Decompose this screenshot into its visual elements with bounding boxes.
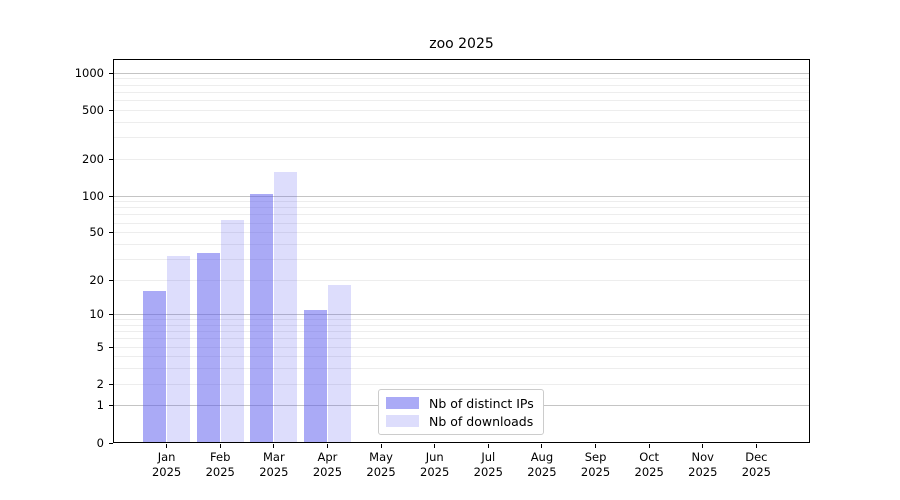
bar-downloads-mar [274,172,298,443]
gridline-major [113,72,810,74]
x-tick-label-mar: Mar 2025 [259,450,289,479]
y-tick-mark [109,346,113,348]
gridline-minor [113,338,810,340]
gridline-minor [113,232,810,234]
y-tick-mark [109,158,113,160]
x-tick-label-jun: Jun 2025 [420,450,450,479]
gridline-minor [113,356,810,358]
x-tick-label-jul: Jul 2025 [473,450,503,479]
gridline-minor [113,258,810,260]
bar-distinct-ips-feb [196,252,220,443]
x-tick-label-apr: Apr 2025 [312,450,343,479]
x-tick-mark [380,444,382,448]
x-tick-mark [219,444,221,448]
gridline-minor [113,368,810,370]
gridline-minor [113,109,810,111]
y-tick-label: 500 [82,102,104,117]
gridline-minor [113,331,810,333]
x-tick-mark [702,444,704,448]
legend-entry-downloads: Nb of downloads [386,413,534,429]
gridline-minor [113,84,810,86]
x-tick-mark [273,444,275,448]
x-tick-label-oct: Oct 2025 [634,450,664,479]
legend-entry-distinct-ips: Nb of distinct IPs [386,395,534,411]
plot-area [113,59,810,443]
x-tick-mark [166,444,168,448]
x-tick-mark [595,444,597,448]
gridline-major [113,195,810,197]
gridline-minor [113,91,810,93]
x-tick-mark [541,444,543,448]
y-tick-mark [109,232,113,234]
bar-distinct-ips-jan [143,291,167,443]
gridline-minor [113,324,810,326]
bar-distinct-ips-apr [303,310,327,443]
x-tick-mark [755,444,757,448]
y-tick-label: 1 [96,398,104,413]
y-tick-mark [109,383,113,385]
y-tick-label: 0 [96,435,104,450]
legend-swatch-distinct-ips [386,397,419,409]
x-tick-label-aug: Aug 2025 [527,450,557,479]
x-tick-label-sep: Sep 2025 [580,450,611,479]
y-tick-label: 1000 [74,65,104,80]
gridline-minor [113,207,810,209]
x-tick-label-may: May 2025 [366,450,396,479]
y-tick-mark [109,405,113,407]
gridline-minor [113,214,810,216]
gridline-major [113,314,810,316]
legend-label-distinct-ips: Nb of distinct IPs [429,395,534,411]
gridline-minor [113,201,810,203]
plot-border [113,59,810,443]
gridline-minor [113,346,810,348]
x-tick-label-dec: Dec 2025 [741,450,772,479]
legend-label-downloads: Nb of downloads [429,413,534,429]
y-tick-mark [109,442,113,444]
y-tick-mark [109,279,113,281]
bar-distinct-ips-mar [250,193,274,443]
y-tick-label: 50 [89,225,104,240]
y-tick-label: 100 [82,188,104,203]
x-tick-mark [487,444,489,448]
y-tick-label: 20 [89,272,104,287]
legend-swatch-downloads [386,415,419,427]
gridline-minor [113,121,810,123]
x-tick-mark [648,444,650,448]
gridline-minor [113,222,810,224]
gridline-minor [113,383,810,385]
gridline-minor [113,100,810,102]
bar-downloads-apr [327,285,351,443]
x-tick-mark [434,444,436,448]
gridline-minor [113,243,810,245]
y-tick-mark [109,195,113,197]
y-tick-mark [109,109,113,111]
gridline-minor [113,137,810,139]
y-tick-label: 2 [96,376,104,391]
gridline-minor [113,319,810,321]
y-tick-label: 200 [82,151,104,166]
x-tick-mark [326,444,328,448]
chart-title: zoo 2025 [429,36,494,52]
bar-downloads-feb [220,220,244,443]
x-tick-label-jan: Jan 2025 [151,450,182,479]
y-tick-label: 5 [96,339,104,354]
legend: Nb of distinct IPs Nb of downloads [378,389,544,435]
gridline-minor [113,78,810,80]
x-tick-label-feb: Feb 2025 [205,450,235,479]
y-tick-mark [109,72,113,74]
gridline-minor [113,158,810,160]
x-tick-label-nov: Nov 2025 [688,450,718,479]
y-tick-mark [109,314,113,316]
gridline-minor [113,279,810,281]
bar-downloads-jan [167,255,191,443]
y-tick-label: 10 [89,307,104,322]
